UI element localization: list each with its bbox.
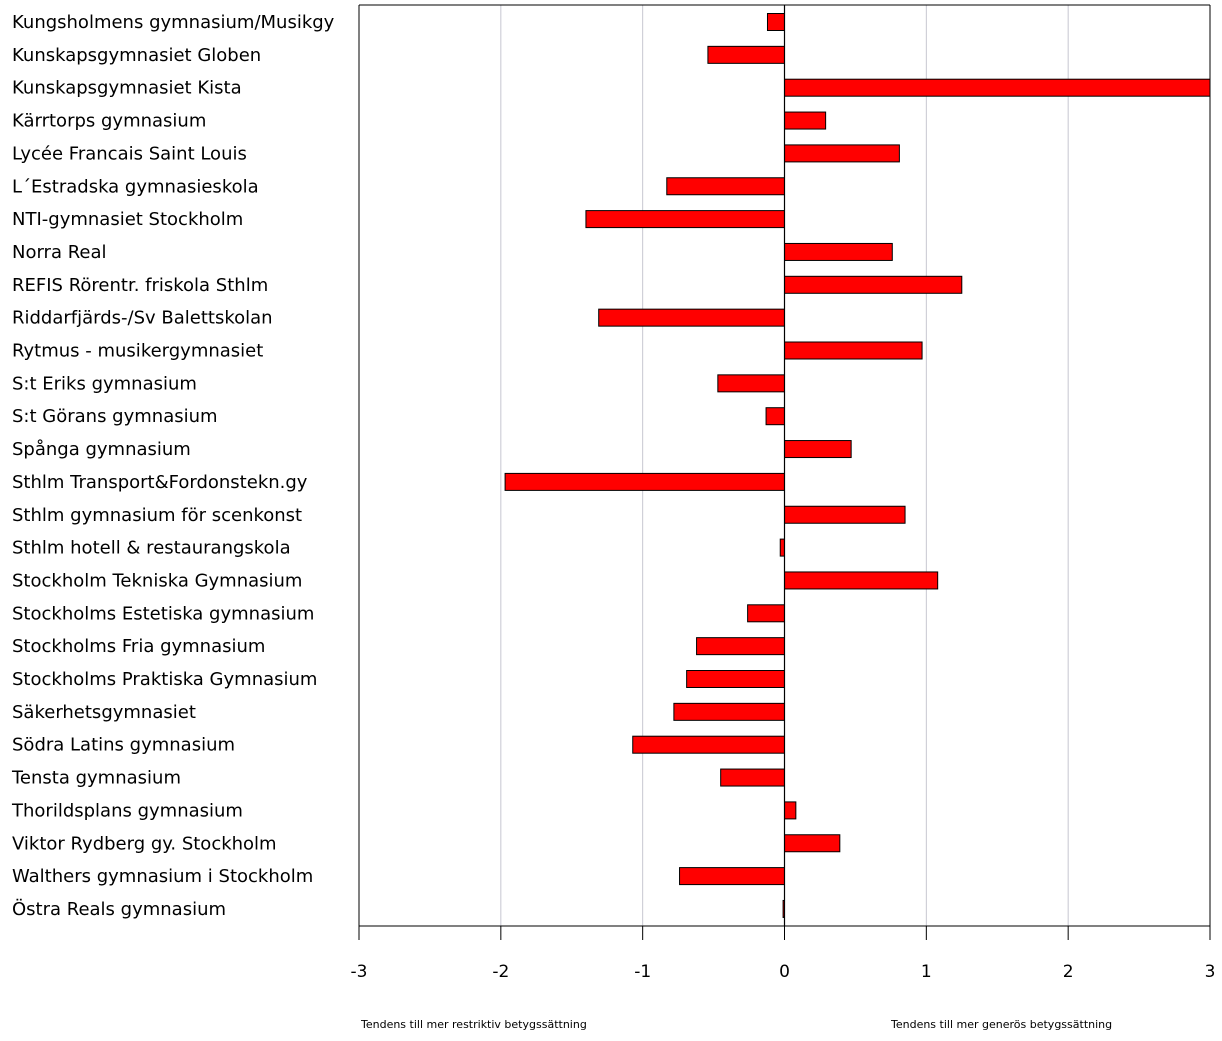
category-label-3: Kärrtorps gymnasium (12, 111, 206, 132)
category-label-20: Stockholms Praktiska Gymnasium (12, 669, 317, 690)
footnote-generous: Tendens till mer generös betygssättning (891, 1018, 1113, 1031)
category-label-19: Stockholms Fria gymnasium (12, 636, 265, 657)
category-label-9: Riddarfjärds-/Sv Balettskolan (12, 308, 273, 329)
bar-16 (779, 538, 785, 557)
bar-4 (784, 144, 900, 163)
bar-19 (696, 637, 786, 656)
category-label-18: Stockholms Estetiska gymnasium (12, 603, 314, 624)
bar-14 (504, 472, 785, 491)
bar-17 (784, 571, 939, 590)
bar-18 (747, 604, 786, 623)
x-tick-label-3: 0 (779, 962, 790, 982)
bar-0 (766, 13, 785, 31)
category-label-25: Viktor Rydberg gy. Stockholm (12, 833, 277, 854)
category-label-13: Spånga gymnasium (12, 439, 191, 460)
bar-1 (707, 45, 785, 64)
bar-24 (784, 801, 797, 820)
category-label-15: Sthlm gymnasium för scenkonst (12, 505, 302, 526)
bar-7 (784, 242, 893, 261)
bar-20 (686, 670, 786, 688)
bar-23 (720, 768, 785, 787)
x-tick-label-2: -1 (634, 962, 651, 982)
x-tick-label-1: -2 (492, 962, 509, 982)
bar-2 (784, 78, 1211, 97)
bar-13 (784, 440, 852, 459)
category-label-24: Thorildsplans gymnasium (11, 800, 243, 821)
bar-25 (784, 834, 841, 853)
bar-6 (585, 210, 786, 229)
x-tick-label-6: 3 (1205, 962, 1216, 982)
bar-12 (765, 407, 785, 426)
bar-21 (673, 702, 785, 721)
bar-10 (784, 341, 923, 360)
category-label-21: Säkerhetsgymnasiet (12, 702, 196, 723)
category-label-17: Stockholm Tekniska Gymnasium (12, 570, 302, 591)
footnote-restrictive: Tendens till mer restriktiv betygssättni… (361, 1018, 587, 1031)
category-label-0: Kungsholmens gymnasium/Musikgy (12, 12, 335, 33)
bar-9 (598, 308, 785, 327)
category-label-2: Kunskapsgymnasiet Kista (12, 78, 242, 99)
category-label-4: Lycée Francais Saint Louis (12, 143, 247, 164)
category-label-23: Tensta gymnasium (11, 768, 181, 789)
category-label-6: NTI-gymnasiet Stockholm (12, 209, 243, 230)
bar-15 (784, 505, 906, 524)
category-label-26: Walthers gymnasium i Stockholm (12, 866, 313, 887)
bar-26 (679, 867, 785, 886)
x-tick-label-0: -3 (351, 962, 368, 982)
category-label-14: Sthlm Transport&Fordonstekn.gy (12, 472, 308, 493)
category-label-12: S:t Görans gymnasium (12, 406, 218, 427)
category-label-7: Norra Real (12, 242, 107, 263)
x-tick-label-5: 2 (1063, 962, 1074, 982)
category-label-16: Sthlm hotell & restaurangskola (12, 538, 291, 559)
category-label-10: Rytmus - musikergymnasiet (12, 341, 263, 362)
category-label-27: Östra Reals gymnasium (12, 898, 226, 920)
category-label-8: REFIS Rörentr. friskola Sthlm (12, 275, 268, 296)
category-label-22: Södra Latins gymnasium (12, 735, 235, 756)
bar-3 (784, 111, 827, 130)
bar-5 (666, 177, 785, 196)
category-label-5: L´Estradska gymnasieskola (12, 176, 259, 197)
category-label-11: S:t Eriks gymnasium (12, 373, 197, 394)
bar-11 (717, 374, 785, 393)
category-label-1: Kunskapsgymnasiet Globen (12, 45, 261, 66)
bar-22 (632, 735, 786, 754)
x-tick-label-4: 1 (921, 962, 932, 982)
bar-8 (784, 275, 963, 294)
